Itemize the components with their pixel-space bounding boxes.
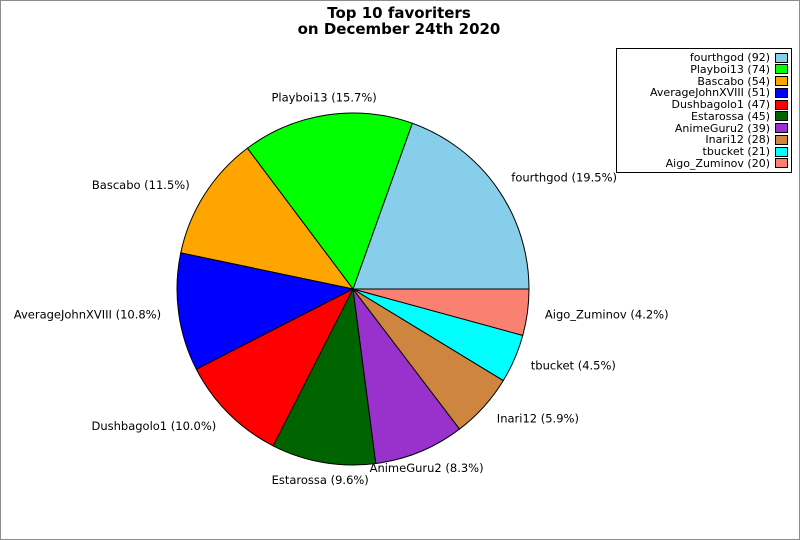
- legend-label: Estarossa (45): [690, 109, 770, 123]
- legend-item-tbucket: tbucket (21): [620, 146, 788, 157]
- chart-title-line1: Top 10 favoriters: [327, 4, 471, 22]
- legend-swatch: [775, 64, 788, 75]
- legend-swatch: [775, 146, 788, 157]
- legend-swatch: [775, 158, 788, 169]
- slice-label-Bascabo: Bascabo (11.5%): [92, 178, 190, 192]
- legend-swatch: [775, 87, 788, 98]
- legend-label: tbucket (21): [702, 145, 770, 159]
- chart-title-line2: on December 24th 2020: [297, 20, 501, 38]
- slice-label-Inari12: Inari12 (5.9%): [497, 412, 579, 426]
- pie-slice-Aigo_Zuminov: [352, 288, 530, 336]
- legend-swatch: [775, 134, 788, 145]
- slice-label-Estarossa: Estarossa (9.6%): [272, 473, 369, 487]
- legend-swatch: [775, 123, 788, 134]
- legend-item-Bascabo: Bascabo (54): [620, 76, 788, 87]
- legend-swatch: [775, 52, 788, 63]
- legend-swatch: [775, 99, 788, 110]
- pie-slice-fourthgod: [352, 122, 530, 290]
- legend-label: Bascabo (54): [697, 74, 770, 88]
- legend-item-Inari12: Inari12 (28): [620, 134, 788, 145]
- legend-item-Dushbagolo1: Dushbagolo1 (47): [620, 99, 788, 110]
- legend-label: AverageJohnXVIII (51): [650, 86, 770, 100]
- legend-swatch: [775, 76, 788, 87]
- pie-slice-Playboi13: [246, 112, 413, 290]
- chart-title: Top 10 favoriters on December 24th 2020: [1, 5, 797, 37]
- pie-slice-Bascabo: [180, 147, 354, 290]
- legend-item-Playboi13: Playboi13 (74): [620, 64, 788, 75]
- pie-slice-Dushbagolo1: [195, 288, 354, 447]
- legend-swatch: [775, 111, 788, 122]
- legend-item-fourthgod: fourthgod (92): [620, 52, 788, 63]
- legend-item-Estarossa: Estarossa (45): [620, 111, 788, 122]
- legend-label: Aigo_Zuminov (20): [665, 156, 770, 170]
- legend: fourthgod (92) Playboi13 (74) Bascabo (54)…: [616, 48, 792, 173]
- slice-label-fourthgod: fourthgod (19.5%): [511, 171, 617, 185]
- slice-label-tbucket: tbucket (4.5%): [531, 359, 616, 373]
- legend-item-AverageJohnXVIII: AverageJohnXVIII (51): [620, 87, 788, 98]
- legend-label: Dushbagolo1 (47): [671, 98, 770, 112]
- legend-label: Playboi13 (74): [690, 62, 770, 76]
- slice-label-AverageJohnXVIII: AverageJohnXVIII (10.8%): [14, 308, 161, 322]
- slice-label-Aigo_Zuminov: Aigo_Zuminov (4.2%): [545, 308, 669, 322]
- legend-item-Aigo_Zuminov: Aigo_Zuminov (20): [620, 158, 788, 169]
- legend-item-AnimeGuru2: AnimeGuru2 (39): [620, 123, 788, 134]
- legend-label: AnimeGuru2 (39): [674, 121, 770, 135]
- pie-slice-AverageJohnXVIII: [176, 252, 354, 370]
- legend-label: Inari12 (28): [705, 133, 770, 147]
- pie-slice-AnimeGuru2: [352, 288, 461, 465]
- pie-slice-Estarossa: [272, 288, 377, 466]
- legend-label: fourthgod (92): [689, 51, 770, 64]
- slice-label-AnimeGuru2: AnimeGuru2 (8.3%): [370, 461, 484, 475]
- slice-label-Playboi13: Playboi13 (15.7%): [271, 91, 376, 105]
- slice-label-Dushbagolo1: Dushbagolo1 (10.0%): [91, 419, 216, 433]
